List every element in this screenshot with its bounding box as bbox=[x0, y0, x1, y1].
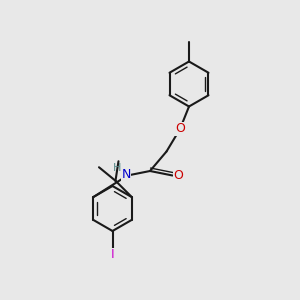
Text: O: O bbox=[175, 122, 185, 136]
Text: H: H bbox=[113, 163, 121, 173]
Text: I: I bbox=[111, 248, 114, 262]
Text: N: N bbox=[121, 167, 131, 181]
Text: O: O bbox=[174, 169, 183, 182]
